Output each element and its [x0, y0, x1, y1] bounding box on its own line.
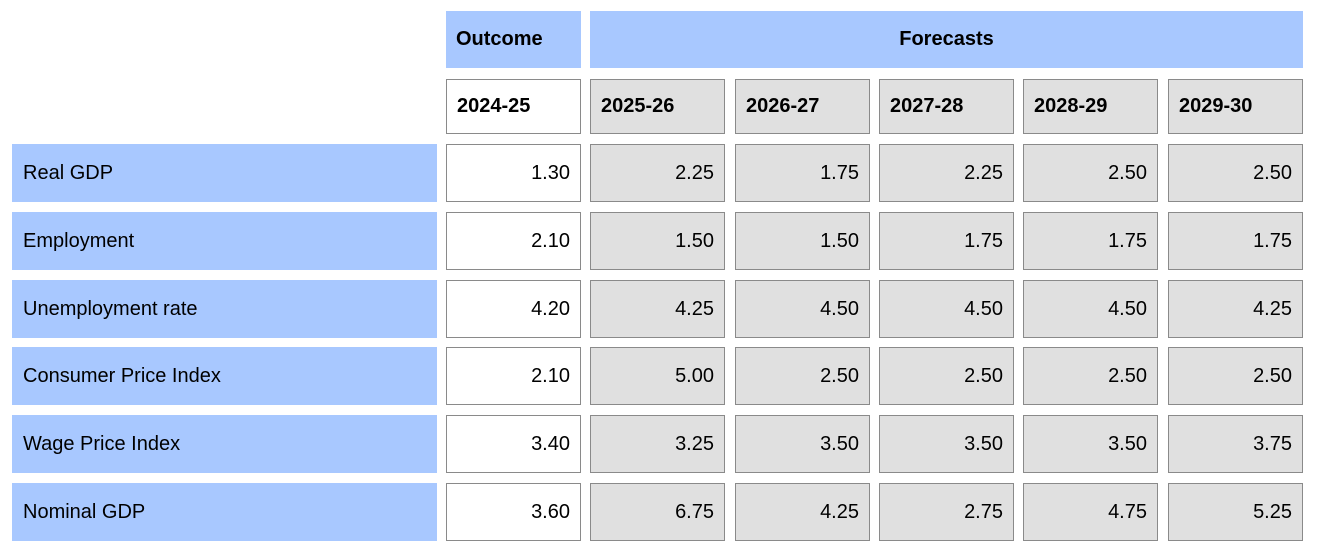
column-header-year: 2024-25 — [446, 79, 581, 134]
table-cell-value: 3.40 — [446, 415, 581, 473]
table-cell-value: 2.10 — [446, 347, 581, 405]
table-cell-value: 1.75 — [1023, 212, 1158, 270]
table-cell-value: 3.50 — [1023, 415, 1158, 473]
table-cell-value: 3.50 — [879, 415, 1014, 473]
table-cell-value: 5.00 — [590, 347, 725, 405]
column-header-year: 2026-27 — [735, 79, 870, 134]
column-header-year: 2025-26 — [590, 79, 725, 134]
table-cell-value: 2.25 — [879, 144, 1014, 202]
table-cell-value: 4.50 — [1023, 280, 1158, 338]
table-cell-value: 4.50 — [879, 280, 1014, 338]
column-header-year: 2027-28 — [879, 79, 1014, 134]
table-cell-value: 6.75 — [590, 483, 725, 541]
table-cell-value: 2.10 — [446, 212, 581, 270]
table-cell-value: 4.75 — [1023, 483, 1158, 541]
row-label: Employment — [12, 212, 437, 270]
forecasts-header: Forecasts — [590, 11, 1303, 68]
row-label: Unemployment rate — [12, 280, 437, 338]
table-cell-value: 4.25 — [1168, 280, 1303, 338]
table-cell-value: 1.75 — [1168, 212, 1303, 270]
column-header-year: 2029-30 — [1168, 79, 1303, 134]
table-cell-value: 2.25 — [590, 144, 725, 202]
table-cell-value: 1.75 — [879, 212, 1014, 270]
table-cell-value: 1.50 — [590, 212, 725, 270]
table-cell-value: 2.50 — [879, 347, 1014, 405]
table-cell-value: 4.20 — [446, 280, 581, 338]
row-label: Nominal GDP — [12, 483, 437, 541]
table-cell-value: 3.60 — [446, 483, 581, 541]
table-cell-value: 2.50 — [1023, 144, 1158, 202]
table-cell-value: 2.50 — [1023, 347, 1158, 405]
table-cell-value: 4.25 — [735, 483, 870, 541]
table-cell-value: 4.50 — [735, 280, 870, 338]
row-label: Consumer Price Index — [12, 347, 437, 405]
table-cell-value: 2.50 — [1168, 347, 1303, 405]
table-cell-value: 3.75 — [1168, 415, 1303, 473]
column-header-year: 2028-29 — [1023, 79, 1158, 134]
row-label: Wage Price Index — [12, 415, 437, 473]
table-cell-value: 4.25 — [590, 280, 725, 338]
table-cell-value: 5.25 — [1168, 483, 1303, 541]
table-cell-value: 1.75 — [735, 144, 870, 202]
table-cell-value: 2.50 — [1168, 144, 1303, 202]
table-cell-value: 3.25 — [590, 415, 725, 473]
table-cell-value: 2.75 — [879, 483, 1014, 541]
table-cell-value: 3.50 — [735, 415, 870, 473]
table-cell-value: 1.30 — [446, 144, 581, 202]
row-label: Real GDP — [12, 144, 437, 202]
table-cell-value: 1.50 — [735, 212, 870, 270]
table-cell-value: 2.50 — [735, 347, 870, 405]
outcome-header: Outcome — [446, 11, 581, 68]
